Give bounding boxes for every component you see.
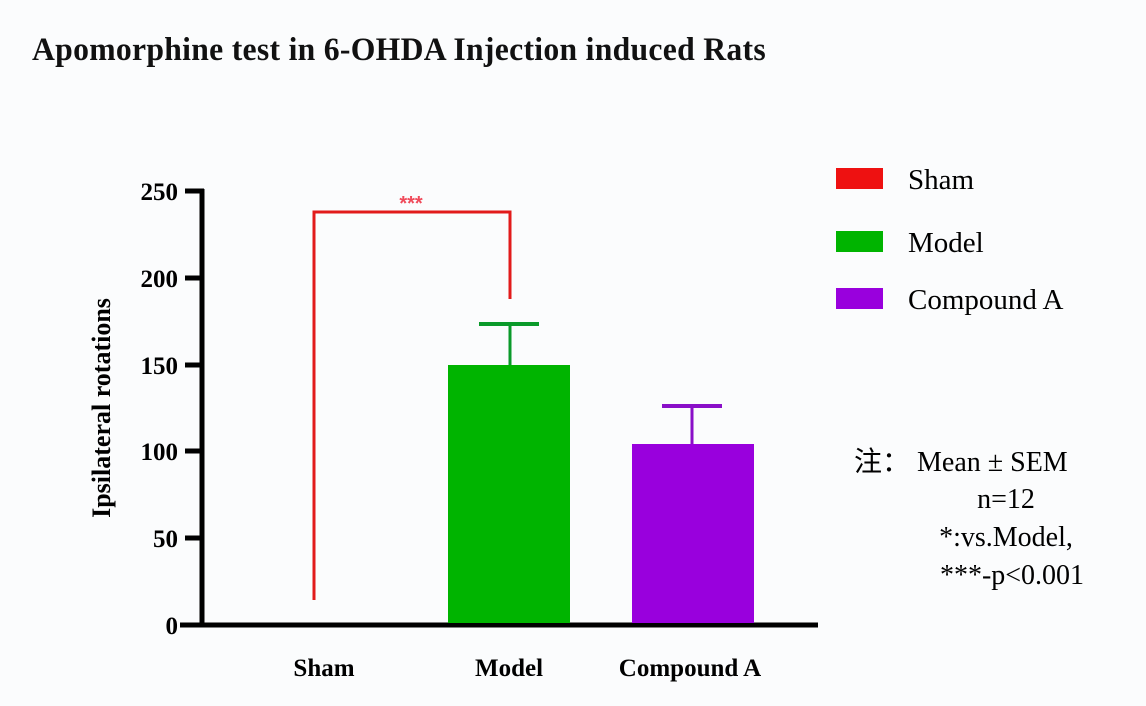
y-tick-200: 200 [141, 266, 179, 293]
legend-label-model: Model [908, 227, 984, 259]
x-tick-labels: Sham Model Compound A [293, 655, 761, 682]
note-line-1: 注： Mean ± SEM [854, 446, 1068, 478]
significance-stars: *** [399, 193, 423, 215]
legend: Sham Model Compound A [836, 164, 1064, 316]
bar-model [448, 322, 570, 623]
y-tick-100: 100 [141, 439, 179, 466]
note-line-3: *:vs.Model, [939, 522, 1073, 553]
legend-label-compound-a: Compound A [908, 284, 1064, 316]
note-line-4: ***-p<0.001 [940, 560, 1084, 591]
y-tick-250: 250 [141, 179, 179, 206]
bar-compound-a [632, 404, 754, 623]
legend-swatch-compound-a [836, 288, 883, 309]
note-line-2: n=12 [977, 484, 1035, 515]
y-axis-label: Ipsilateral rotations [87, 298, 116, 518]
legend-swatch-model [836, 231, 883, 252]
x-label-compound-a: Compound A [619, 655, 761, 682]
legend-label-sham: Sham [908, 164, 975, 196]
chart-title: Apomorphine test in 6-OHDA Injection ind… [32, 32, 767, 68]
y-tick-50: 50 [153, 526, 178, 553]
y-tick-0: 0 [166, 613, 179, 640]
x-label-sham: Sham [293, 655, 354, 682]
y-ticks [185, 188, 204, 628]
x-label-model: Model [475, 655, 543, 682]
stats-note: 注： Mean ± SEM n=12 *:vs.Model, ***-p<0.0… [854, 446, 1084, 591]
y-tick-150: 150 [141, 353, 179, 380]
significance-bracket [312, 210, 512, 600]
legend-swatch-sham [836, 168, 883, 189]
y-tick-labels: 0 50 100 150 200 250 [141, 179, 179, 640]
